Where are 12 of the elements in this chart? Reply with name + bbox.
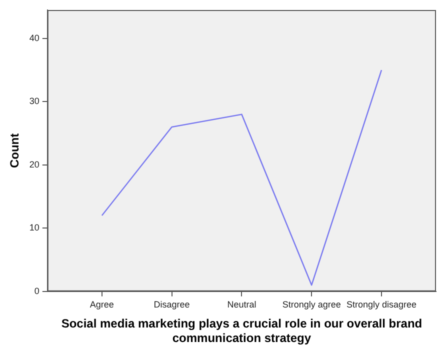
- x-tick-label: Strongly agree: [282, 299, 341, 310]
- x-tick-label: Disagree: [154, 299, 190, 310]
- y-tick-label: 40: [29, 32, 40, 43]
- y-axis-title: Count: [8, 133, 22, 168]
- y-tick-label: 10: [29, 222, 40, 233]
- y-tick-label: 20: [29, 159, 40, 170]
- x-tick-label: Strongly disagree: [346, 299, 417, 310]
- y-tick-label: 0: [34, 286, 40, 296]
- x-tick-label: Neutral: [227, 299, 256, 310]
- y-tick-label: 30: [29, 96, 40, 106]
- x-axis-title: Social media marketing plays a crucial role in our overall brand communication strategy: [61, 316, 422, 346]
- x-tick-label: Agree: [90, 299, 114, 310]
